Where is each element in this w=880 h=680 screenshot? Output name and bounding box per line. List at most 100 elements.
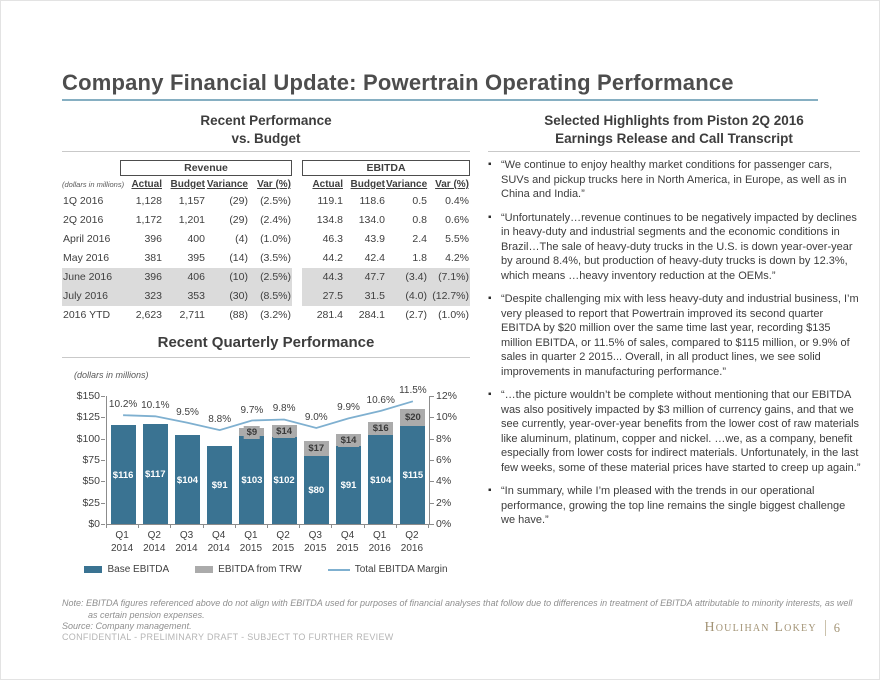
- revenue-value: (30): [206, 287, 249, 306]
- chart-units-label: (dollars in millions): [74, 370, 149, 380]
- x-axis-tick: [234, 525, 236, 528]
- revenue-value: (14): [229, 252, 248, 264]
- revenue-value: 1,172: [135, 214, 162, 226]
- column-header: Var (%): [257, 179, 291, 190]
- x-axis-tick: [170, 525, 172, 528]
- x-axis-tick: [428, 525, 429, 528]
- right-axis-tick: [430, 417, 434, 419]
- legend-swatch: [84, 566, 103, 573]
- x-axis-category-label: Q2 2015: [271, 530, 295, 554]
- table-group-header-row: Revenue EBITDA: [62, 160, 470, 176]
- revenue-value: (3.5%): [260, 252, 291, 264]
- revenue-value: 381: [144, 252, 162, 264]
- ebitda-value: 2.4: [412, 233, 427, 245]
- x-axis-category-label: Q4 2014: [207, 530, 230, 554]
- confidential-stamp: CONFIDENTIAL - PRELIMINARY DRAFT - SUBJE…: [62, 632, 394, 642]
- right-axis-tick-label: 0%: [436, 518, 452, 530]
- ebitda-value: 0.4%: [445, 195, 469, 207]
- row-label: July 2016: [62, 287, 120, 306]
- left-axis-tick: [101, 417, 105, 419]
- ebitda-value: 0.5: [412, 195, 427, 207]
- legend-item: Base EBITDA: [84, 564, 169, 575]
- base-ebitda-bar: [175, 435, 200, 524]
- table-row: 2016 YTD 2,623 2,711 (88) (3.2%) 281.4 284.1 (2…: [62, 306, 470, 325]
- base-ebitda-bar: [239, 436, 265, 524]
- x-axis-category-label: Q3 2014: [175, 530, 198, 554]
- table-row: June 2016 396 406 (10) (2.5%) 44.3 47.7 (3.4) (7…: [62, 268, 470, 287]
- margin-percent-label: 9.5%: [176, 406, 199, 418]
- table-units-label: (dollars in millions): [62, 180, 125, 189]
- column-header: Budget: [350, 179, 385, 190]
- bar-value-label: $102: [273, 475, 295, 487]
- ebitda-value: 46.3: [322, 233, 343, 245]
- ebitda-value: 134.8: [316, 214, 343, 226]
- chart-heading-divider: [62, 357, 470, 358]
- row-label: 1Q 2016: [63, 195, 104, 207]
- revenue-value: (29): [229, 214, 248, 226]
- x-axis-tick: [267, 525, 268, 528]
- bar-value-label: $117: [144, 469, 166, 481]
- brand-logo-text: Houlihan Lokey: [704, 620, 817, 635]
- highlights-heading-line1: Selected Highlights from Piston 2Q 2016: [544, 113, 804, 128]
- trw-value-label: $14: [337, 434, 360, 448]
- table-row: July 2016 323 353 (30) (8.5%) 27.5 31.5 (4.0) (1…: [62, 287, 470, 306]
- table-column-header-row: (dollars in millions) Actual Budget Varianc…: [62, 179, 470, 190]
- right-axis-tick-label: 12%: [436, 390, 458, 402]
- ebitda-value: 118.6: [359, 195, 386, 207]
- margin-percent-label: 9.9%: [337, 402, 360, 414]
- base-ebitda-bar: [142, 424, 168, 524]
- revenue-value: (2.5%): [249, 268, 292, 287]
- left-axis-tick: [101, 481, 105, 483]
- x-axis-tick: [138, 525, 140, 528]
- ebitda-value: (12.7%): [428, 287, 470, 306]
- bar-value-label: $103: [241, 475, 263, 487]
- bar-value-label: $104: [370, 474, 392, 486]
- ebitda-value: (3.4): [386, 268, 428, 287]
- ebitda-value: 134.0: [358, 214, 385, 226]
- performance-table-heading-line1: Recent Performance: [200, 113, 332, 128]
- bar-value-label: $104: [176, 474, 199, 486]
- highlight-bullet: “…the picture wouldn’t be complete witho…: [488, 388, 862, 475]
- bar-value-label: $91: [340, 480, 357, 492]
- margin-line: [123, 400, 414, 432]
- trw-value-label: $9: [243, 426, 261, 440]
- revenue-value: 395: [187, 252, 205, 264]
- margin-percent-label: 9.0%: [304, 412, 328, 423]
- column-header: Variance: [386, 179, 428, 190]
- ebitda-value: 27.5: [302, 287, 344, 306]
- table-row: 1Q 2016 1,128 1,157 (29) (2.5%) 119.1 118.6 0.5…: [62, 192, 470, 211]
- highlight-bullet: “In summary, while I’m pleased with the …: [488, 484, 862, 528]
- legend-swatch: [195, 566, 214, 573]
- left-axis-tick-label: $150: [76, 390, 100, 402]
- table-row: 2Q 2016 1,172 1,201 (29) (2.4%) 134.8 134.0 0.8…: [62, 211, 470, 230]
- group-header-ebitda: EBITDA: [302, 160, 470, 176]
- base-ebitda-bar: [400, 425, 426, 524]
- column-header: Var (%): [435, 179, 469, 190]
- trw-value-label: $17: [305, 442, 328, 456]
- x-axis-tick: [331, 525, 333, 528]
- column-header: Actual: [131, 179, 162, 190]
- base-ebitda-bar: [271, 436, 297, 524]
- right-axis-tick: [430, 396, 434, 397]
- chart-legend: Base EBITDA EBITDA from TRW Total EBITDA M…: [62, 564, 470, 575]
- revenue-value: 353: [163, 287, 206, 306]
- highlight-bullet: “Despite challenging mix with less heavy…: [488, 292, 862, 379]
- right-axis-tick-label: 10%: [436, 411, 458, 424]
- right-axis-tick: [430, 502, 434, 504]
- revenue-value: 400: [187, 233, 205, 245]
- revenue-value: (1.0%): [260, 233, 291, 245]
- highlight-bullet: “We continue to enjoy healthy market con…: [488, 158, 862, 202]
- trw-value-label: $20: [401, 411, 424, 425]
- legend-label: EBITDA from TRW: [218, 564, 302, 575]
- table-row: May 2016 381 395 (14) (3.5%) 44.2 42.4 1.8 4.2%: [62, 249, 470, 268]
- legend-item: EBITDA from TRW: [195, 564, 302, 575]
- row-label: June 2016: [62, 268, 120, 287]
- highlight-bullet: “Unfortunately…revenue continues to be n…: [488, 211, 862, 284]
- left-axis-tick-label: $100: [76, 432, 100, 445]
- right-axis-tick: [430, 524, 434, 525]
- revenue-value: (29): [229, 195, 248, 207]
- x-axis-category-label: Q1 2016: [368, 530, 391, 554]
- highlights-list: “We continue to enjoy healthy market con…: [488, 158, 862, 537]
- ebitda-value: 43.9: [364, 233, 385, 245]
